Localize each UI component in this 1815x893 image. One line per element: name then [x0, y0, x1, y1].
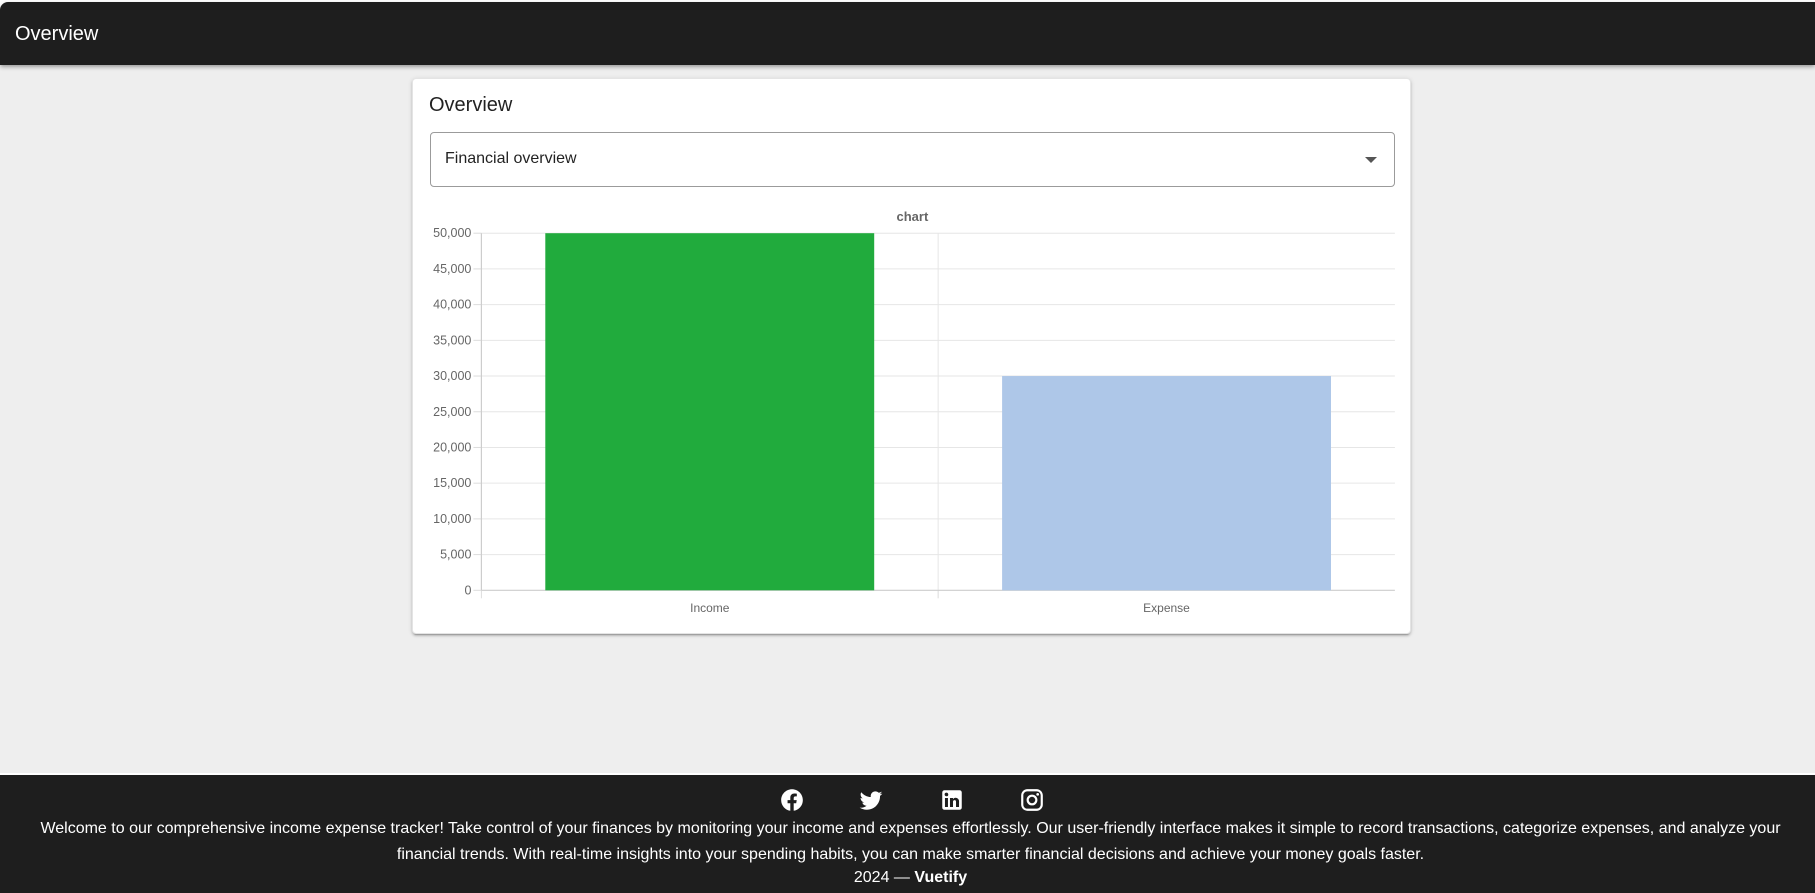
svg-text:45,000: 45,000	[433, 262, 471, 276]
svg-text:5,000: 5,000	[440, 548, 471, 562]
svg-text:Income: Income	[690, 601, 730, 615]
svg-text:15,000: 15,000	[433, 476, 471, 490]
svg-text:10,000: 10,000	[433, 512, 471, 526]
svg-text:0: 0	[464, 583, 471, 597]
svg-text:40,000: 40,000	[433, 298, 471, 312]
svg-text:25,000: 25,000	[433, 405, 471, 419]
svg-text:chart: chart	[897, 209, 929, 224]
svg-text:35,000: 35,000	[433, 333, 471, 347]
svg-text:50,000: 50,000	[433, 226, 471, 240]
svg-text:20,000: 20,000	[433, 440, 471, 454]
svg-text:Expense: Expense	[1143, 601, 1190, 615]
svg-text:30,000: 30,000	[433, 369, 471, 383]
